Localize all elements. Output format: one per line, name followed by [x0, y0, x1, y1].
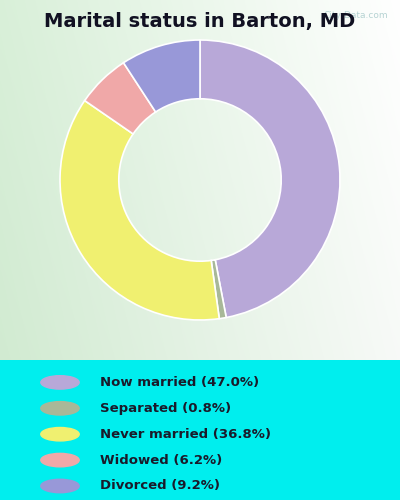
Circle shape	[41, 402, 79, 415]
Circle shape	[41, 480, 79, 492]
Circle shape	[41, 428, 79, 441]
Wedge shape	[85, 62, 156, 134]
Wedge shape	[124, 40, 200, 112]
Wedge shape	[60, 100, 219, 320]
Text: Marital status in Barton, MD: Marital status in Barton, MD	[44, 12, 356, 32]
Text: City-Data.com: City-Data.com	[323, 11, 388, 20]
Wedge shape	[211, 260, 226, 318]
Text: Never married (36.8%): Never married (36.8%)	[100, 428, 271, 440]
Text: Widowed (6.2%): Widowed (6.2%)	[100, 454, 222, 466]
Circle shape	[41, 454, 79, 467]
Text: Now married (47.0%): Now married (47.0%)	[100, 376, 259, 389]
Text: Separated (0.8%): Separated (0.8%)	[100, 402, 231, 415]
Wedge shape	[200, 40, 340, 318]
Text: Divorced (9.2%): Divorced (9.2%)	[100, 480, 220, 492]
Circle shape	[41, 376, 79, 389]
